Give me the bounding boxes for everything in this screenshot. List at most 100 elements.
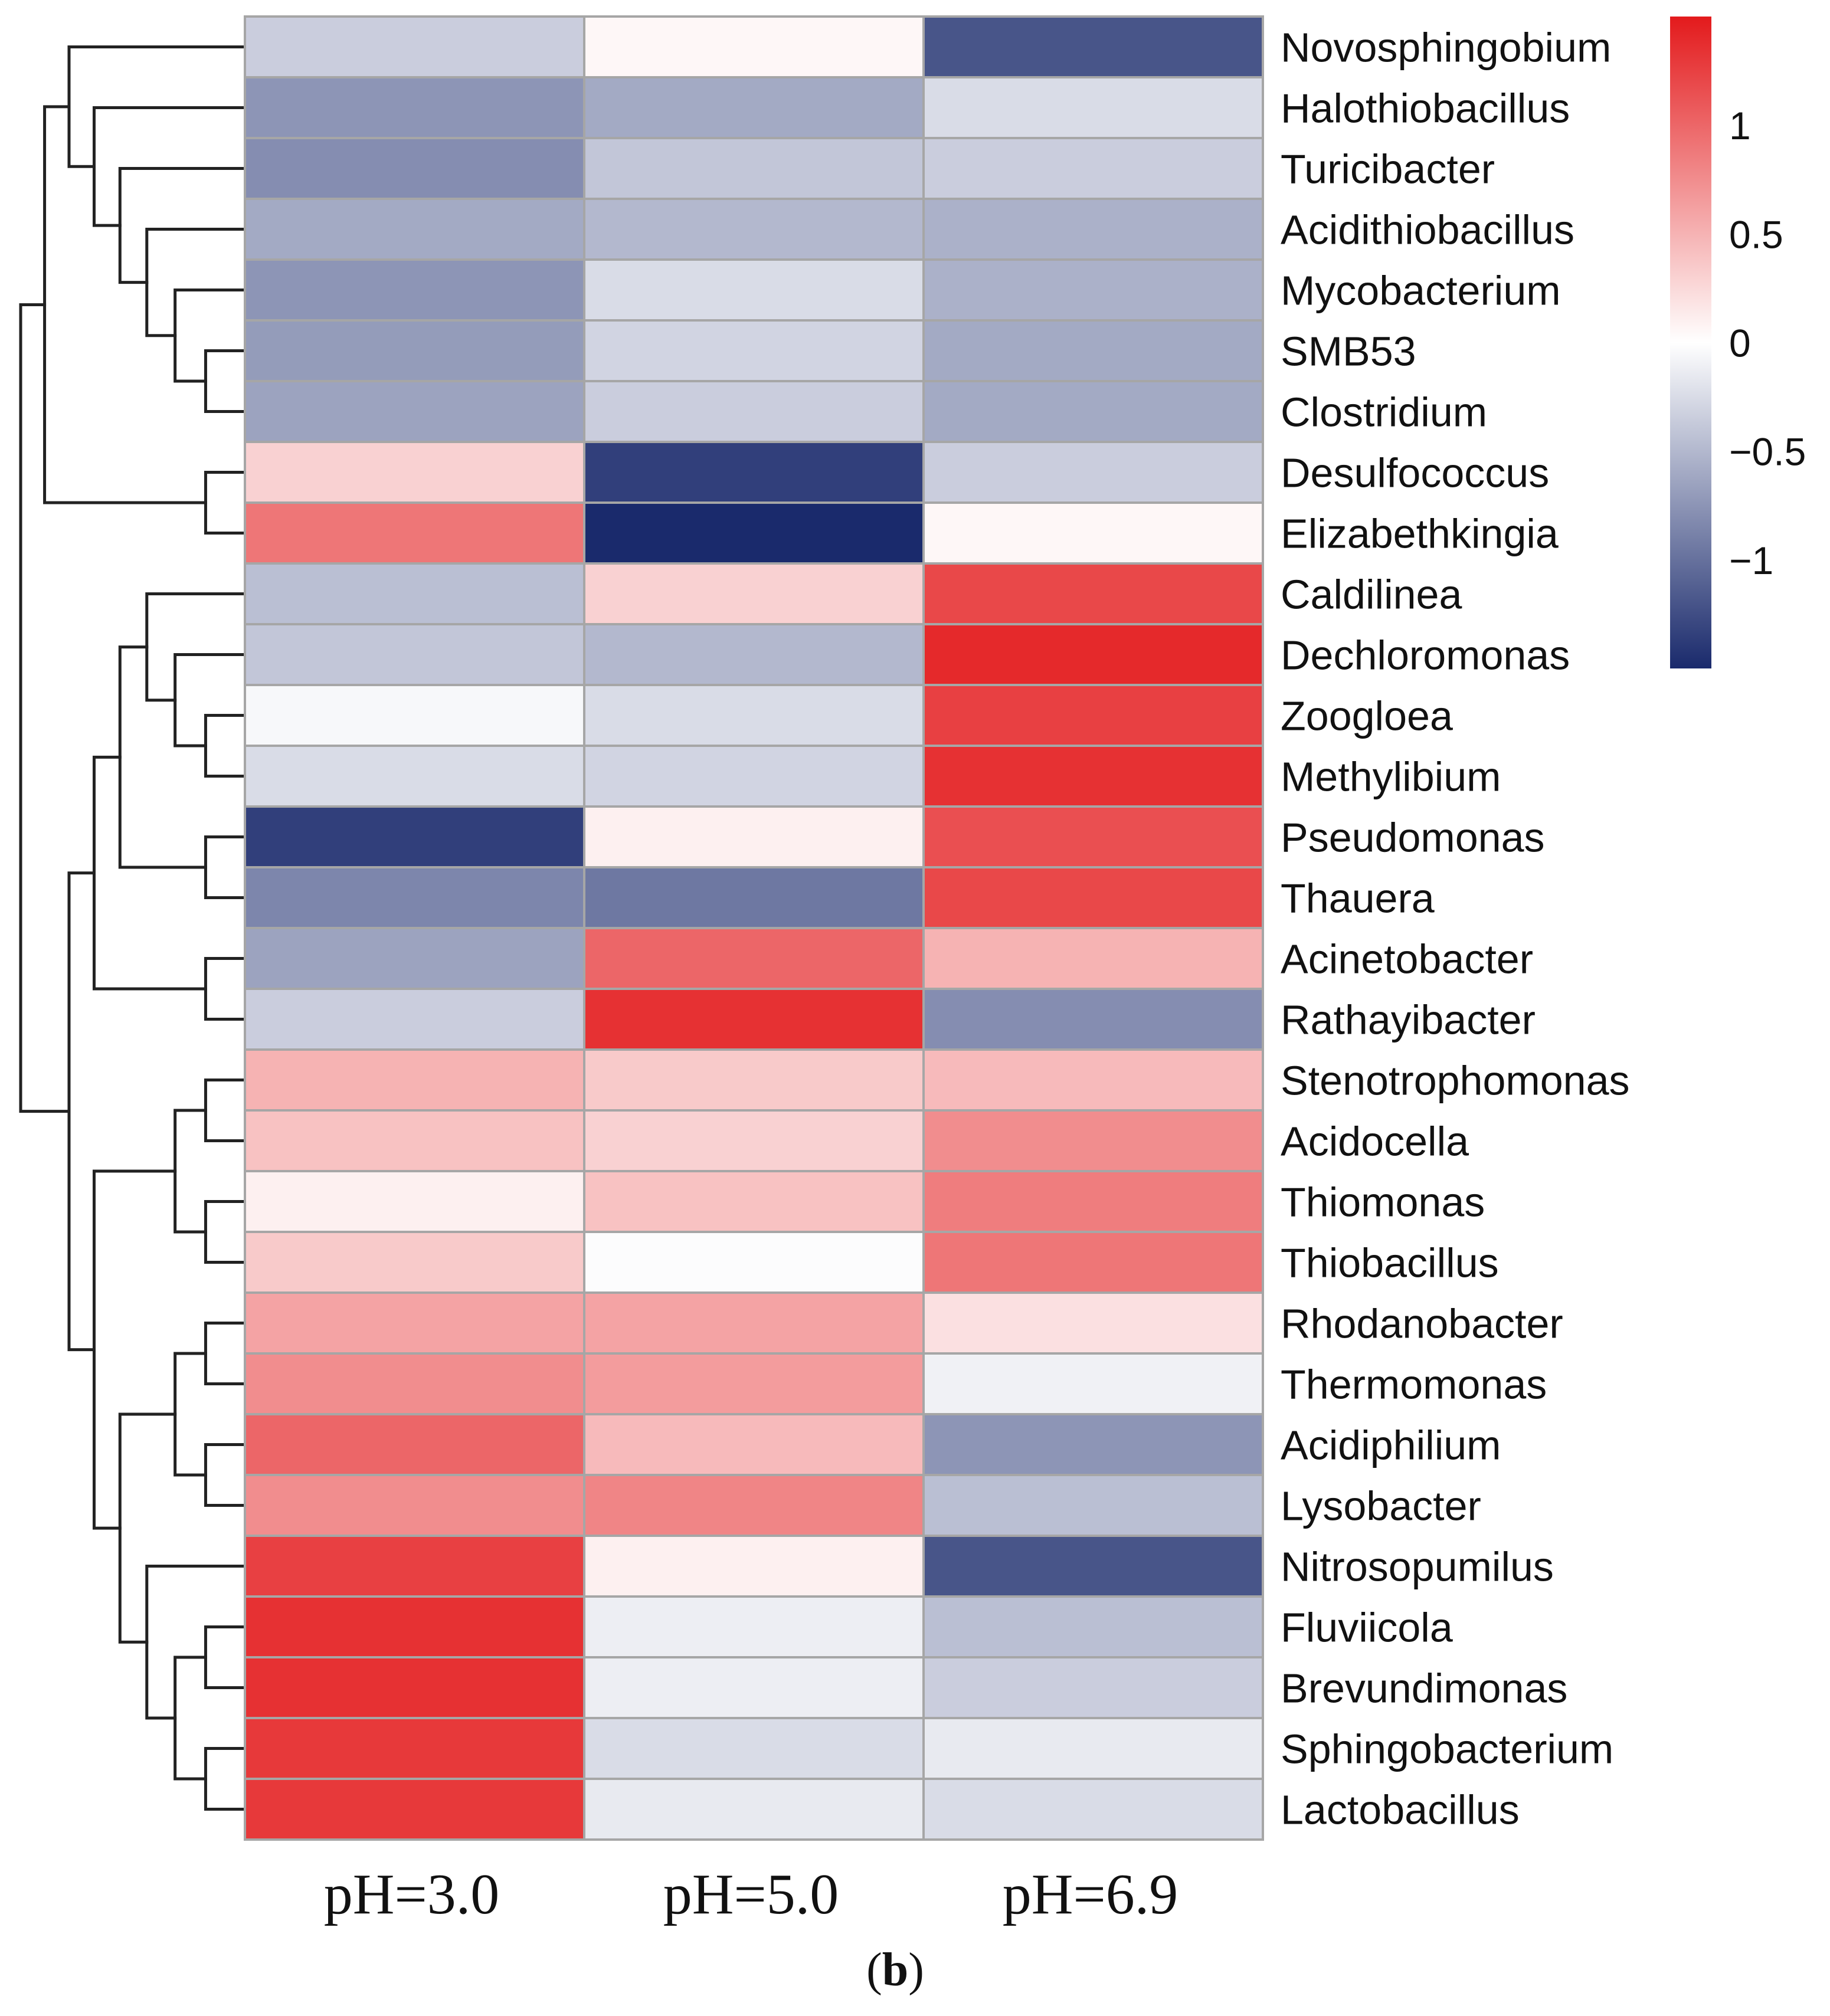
cell-acidithiobacillus-col-1: [244, 198, 585, 261]
row-label-acidocella: Acidocella: [1281, 1119, 1469, 1165]
cell-fluviicola-col-1: [244, 1595, 585, 1658]
cell-rhodanobacter-col-3: [922, 1291, 1264, 1355]
cell-halothiobacillus-col-3: [922, 76, 1264, 139]
cell-thiomonas-col-3: [922, 1170, 1264, 1233]
cell-acidithiobacillus-col-2: [583, 198, 925, 261]
row-label-methylibium: Methylibium: [1281, 754, 1501, 800]
cell-smb53-col-1: [244, 319, 585, 382]
cell-lactobacillus-col-2: [583, 1778, 925, 1841]
cell-caldilinea-col-1: [244, 562, 585, 625]
dendrogram-branch-27: [92, 1169, 177, 1530]
row-label-desulfococcus: Desulfococcus: [1281, 450, 1549, 496]
row-label-lactobacillus: Lactobacillus: [1281, 1787, 1520, 1833]
row-label-brevundimonas: Brevundimonas: [1281, 1666, 1567, 1712]
cell-nitrosopumilus-col-3: [922, 1535, 1264, 1598]
row-label-acidithiobacillus: Acidithiobacillus: [1281, 207, 1574, 253]
dendrogram-branch-7: [204, 471, 245, 535]
row-label-sphingobacterium: Sphingobacterium: [1281, 1726, 1613, 1772]
cell-acinetobacter-col-3: [922, 927, 1264, 990]
caption-close: ): [908, 1944, 924, 1996]
dendrogram-branch-3: [145, 228, 245, 337]
dendrogram-branch-15: [92, 755, 207, 991]
cell-methylibium-col-3: [922, 745, 1264, 808]
cell-nitrosopumilus-col-1: [244, 1535, 585, 1598]
dendrogram-branch-5: [92, 106, 245, 227]
cell-rathayibacter-col-2: [583, 988, 925, 1051]
row-label-nitrosopumilus: Nitrosopumilus: [1281, 1544, 1554, 1590]
cell-thiobacillus-col-2: [583, 1231, 925, 1294]
row-label-halothiobacillus: Halothiobacillus: [1281, 86, 1570, 132]
cell-thiomonas-col-2: [583, 1170, 925, 1233]
cell-rhodanobacter-col-1: [244, 1291, 585, 1355]
cell-zoogloea-col-3: [922, 684, 1264, 747]
cell-rhodanobacter-col-2: [583, 1291, 925, 1355]
cell-brevundimonas-col-1: [244, 1656, 585, 1719]
dendrogram-branch-17: [204, 1200, 245, 1264]
dendrogram-branch-10: [173, 653, 245, 748]
cell-acinetobacter-col-1: [244, 927, 585, 990]
cell-methylibium-col-2: [583, 745, 925, 808]
cell-lactobacillus-col-3: [922, 1778, 1264, 1841]
cell-acidithiobacillus-col-3: [922, 198, 1264, 261]
cell-clostridium-col-2: [583, 380, 925, 443]
cell-smb53-col-2: [583, 319, 925, 382]
cell-fluviicola-col-2: [583, 1595, 925, 1658]
cell-desulfococcus-col-2: [583, 441, 925, 504]
column-labels: pH=3.0 pH=5.0 pH=6.9: [324, 1863, 1178, 1926]
cell-thermomonas-col-1: [244, 1352, 585, 1415]
cell-stenotrophomonas-col-3: [922, 1048, 1264, 1112]
cell-turicibacter-col-3: [922, 137, 1264, 200]
row-label-acidiphilium: Acidiphilium: [1281, 1422, 1501, 1468]
cell-novosphingobium-col-3: [922, 15, 1264, 78]
row-label-stenotrophomonas: Stenotrophomonas: [1281, 1058, 1630, 1104]
cell-novosphingobium-col-2: [583, 15, 925, 78]
row-label-novosphingobium: Novosphingobium: [1281, 25, 1611, 71]
cell-stenotrophomonas-col-1: [244, 1048, 585, 1112]
cell-desulfococcus-col-3: [922, 441, 1264, 504]
row-label-clostridium: Clostridium: [1281, 389, 1487, 435]
dendrogram-branch-4: [118, 167, 245, 284]
row-dendrogram: [19, 45, 245, 1811]
dendrogram-branch-25: [145, 1565, 245, 1720]
row-label-thermomonas: Thermomonas: [1281, 1362, 1547, 1408]
row-label-smb53: SMB53: [1281, 329, 1416, 375]
color-legend: 1 0.5 0 −0.5 −1: [1670, 17, 1806, 668]
cell-acinetobacter-col-2: [583, 927, 925, 990]
cell-lysobacter-col-2: [583, 1474, 925, 1537]
legend-tick-0: 0: [1729, 322, 1751, 365]
cell-elizabethkingia-col-2: [583, 501, 925, 565]
dendrogram-branch-23: [204, 1747, 245, 1811]
cell-novosphingobium-col-1: [244, 15, 585, 78]
cell-sphingobacterium-col-1: [244, 1717, 585, 1780]
cell-mycobacterium-col-3: [922, 258, 1264, 322]
cell-acidocella-col-3: [922, 1109, 1264, 1172]
cell-stenotrophomonas-col-2: [583, 1048, 925, 1112]
cell-caldilinea-col-3: [922, 562, 1264, 625]
cell-thiomonas-col-1: [244, 1170, 585, 1233]
row-label-lysobacter: Lysobacter: [1281, 1483, 1481, 1529]
cell-desulfococcus-col-1: [244, 441, 585, 504]
cell-lactobacillus-col-1: [244, 1778, 585, 1841]
dendrogram-branch-19: [204, 1322, 245, 1385]
legend-tick-1: 1: [1729, 104, 1751, 147]
cell-halothiobacillus-col-2: [583, 76, 925, 139]
cell-rathayibacter-col-1: [244, 988, 585, 1051]
cell-brevundimonas-col-2: [583, 1656, 925, 1719]
dendrogram-branch-20: [204, 1443, 245, 1507]
cell-caldilinea-col-2: [583, 562, 925, 625]
cell-pseudomonas-col-3: [922, 805, 1264, 868]
row-label-acinetobacter: Acinetobacter: [1281, 936, 1533, 982]
cell-thermomonas-col-3: [922, 1352, 1264, 1415]
row-label-thiomonas: Thiomonas: [1281, 1179, 1485, 1225]
cell-lysobacter-col-3: [922, 1474, 1264, 1537]
dendrogram-branch-24: [173, 1656, 207, 1781]
figure-caption: (b): [866, 1944, 924, 1996]
column-label-1: pH=3.0: [324, 1863, 500, 1926]
cell-dechloromonas-col-3: [922, 623, 1264, 686]
legend-tick--1: −1: [1729, 539, 1773, 582]
dendrogram-branch-12: [204, 835, 245, 899]
cell-zoogloea-col-2: [583, 684, 925, 747]
cell-zoogloea-col-1: [244, 684, 585, 747]
row-label-thauera: Thauera: [1281, 876, 1435, 922]
